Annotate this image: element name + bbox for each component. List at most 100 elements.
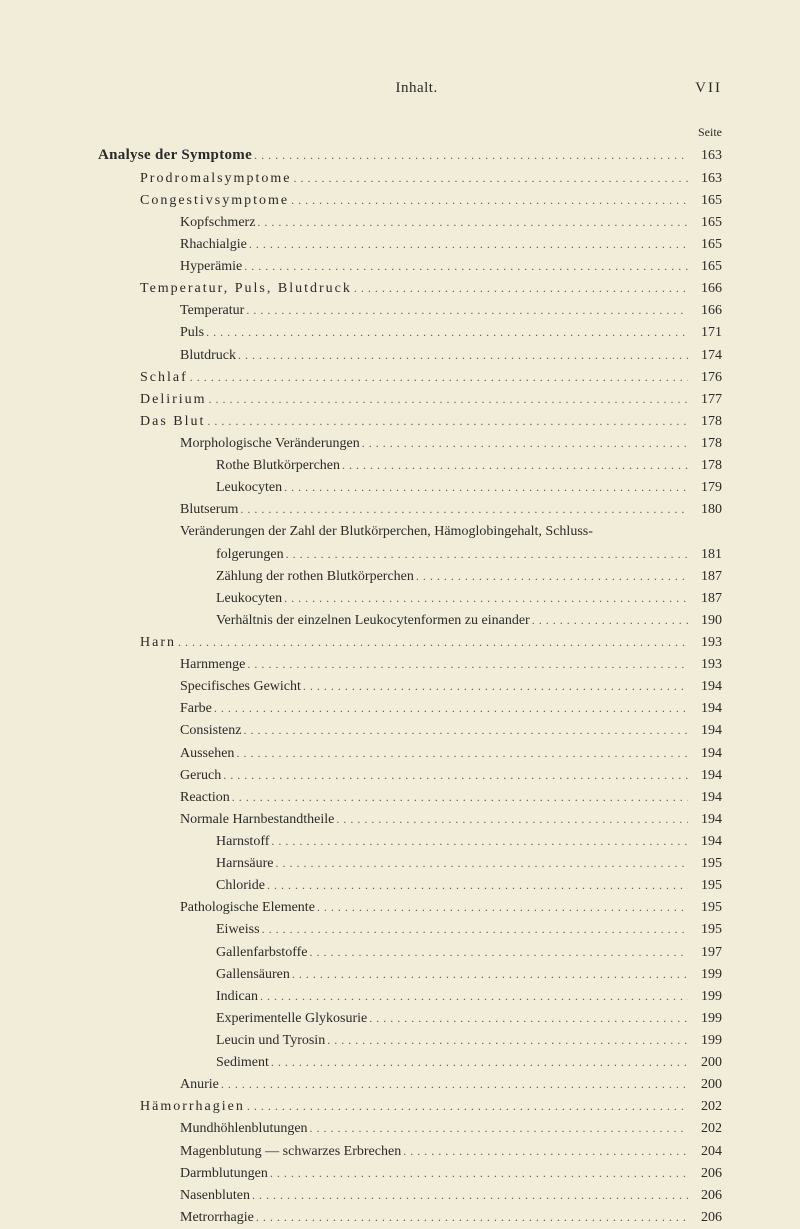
- toc-row: Experimentelle Glykosurie199: [98, 1008, 722, 1030]
- toc-row: Harnsäure195: [98, 853, 722, 875]
- table-of-contents: Analyse der Symptome163Prodromalsymptome…: [98, 144, 722, 1229]
- toc-entry-label: Temperatur, Puls, Blutdruck: [140, 278, 352, 300]
- toc-row: Darmblutungen206: [98, 1163, 722, 1185]
- toc-entry-label: Gallenfarbstoffe: [216, 942, 307, 964]
- toc-entry-label: Pathologische Elemente: [180, 897, 315, 919]
- toc-entry-page: 177: [688, 389, 722, 411]
- toc-entry-label: Delirium: [140, 389, 207, 411]
- toc-row: Pathologische Elemente195: [98, 897, 722, 919]
- toc-leader-dots: [245, 655, 688, 674]
- toc-leader-dots: [334, 810, 688, 829]
- toc-row: folgerungen 181: [98, 544, 722, 566]
- toc-leader-dots: [282, 589, 688, 608]
- toc-leader-dots: [236, 346, 688, 365]
- toc-entry-page: 206: [688, 1207, 722, 1229]
- toc-entry-label: Mundhöhlenblutungen: [180, 1118, 308, 1140]
- toc-row: Reaction 194: [98, 787, 722, 809]
- toc-row: Metrorrhagie206: [98, 1207, 722, 1229]
- toc-entry-label: Das Blut: [140, 411, 205, 433]
- toc-entry-label: Experimentelle Glykosurie: [216, 1008, 367, 1030]
- toc-row: Zählung der rothen Blutkörperchen187: [98, 566, 722, 588]
- toc-leader-dots: [268, 1164, 688, 1183]
- toc-entry-label: Blutserum: [180, 499, 238, 521]
- toc-entry-label: Reaction: [180, 787, 230, 809]
- toc-entry-page: 178: [688, 433, 722, 455]
- toc-leader-dots: [242, 257, 688, 276]
- toc-leader-dots: [307, 943, 688, 962]
- toc-entry-page: 166: [688, 278, 722, 300]
- toc-entry-label: Farbe: [180, 698, 212, 720]
- toc-entry-page: 199: [688, 964, 722, 986]
- toc-entry-page: 190: [688, 610, 722, 632]
- toc-row: Harn193: [98, 632, 722, 654]
- toc-entry-page: 194: [688, 720, 722, 742]
- toc-entry-page: 206: [688, 1185, 722, 1207]
- toc-entry-page: 193: [688, 654, 722, 676]
- page-number-roman: VII: [695, 80, 722, 97]
- toc-entry-label: Temperatur: [180, 300, 244, 322]
- toc-entry-page: 200: [688, 1074, 722, 1096]
- toc-entry-page: 174: [688, 345, 722, 367]
- toc-entry-page: 194: [688, 787, 722, 809]
- toc-row: Gallenfarbstoffe 197: [98, 942, 722, 964]
- toc-row: Consistenz194: [98, 720, 722, 742]
- toc-leader-dots: [230, 788, 688, 807]
- toc-entry-label: Geruch: [180, 765, 221, 787]
- toc-entry-page: 171: [688, 322, 722, 344]
- toc-entry-page: 199: [688, 986, 722, 1008]
- toc-row: Hyperämie165: [98, 256, 722, 278]
- toc-entry-label: Nasenbluten: [180, 1185, 250, 1207]
- toc-entry-label: Morphologische Veränderungen: [180, 433, 360, 455]
- toc-leader-dots: [325, 1031, 688, 1050]
- toc-entry-page: 202: [688, 1118, 722, 1140]
- toc-entry-label: Anurie: [180, 1074, 219, 1096]
- toc-entry-page: 180: [688, 499, 722, 521]
- toc-row: Harnstoff 194: [98, 831, 722, 853]
- toc-leader-dots: [244, 301, 688, 320]
- toc-leader-dots: [269, 1053, 688, 1072]
- toc-entry-page: 194: [688, 831, 722, 853]
- toc-entry-label: Veränderungen der Zahl der Blutkörperche…: [180, 521, 593, 543]
- toc-entry-label: Leukocyten: [216, 477, 282, 499]
- toc-leader-dots: [265, 876, 688, 895]
- toc-leader-dots: [212, 699, 688, 718]
- toc-leader-dots: [238, 500, 688, 519]
- toc-entry-page: 197: [688, 942, 722, 964]
- toc-row: Morphologische Veränderungen 178: [98, 433, 722, 455]
- toc-row: Gallensäuren199: [98, 964, 722, 986]
- toc-entry-label: Schlaf: [140, 367, 188, 389]
- toc-entry-label: Chloride: [216, 875, 265, 897]
- toc-row: Das Blut 178: [98, 411, 722, 433]
- toc-leader-dots: [289, 191, 688, 210]
- toc-entry-label: Harnstoff: [216, 831, 269, 853]
- toc-leader-dots: [252, 146, 688, 165]
- toc-entry-page: 199: [688, 1030, 722, 1052]
- toc-leader-dots: [401, 1142, 688, 1161]
- toc-entry-label: Analyse der Symptome: [98, 144, 252, 168]
- toc-entry-label: Harnsäure: [216, 853, 274, 875]
- toc-leader-dots: [352, 279, 688, 298]
- toc-entry-label: folgerungen: [216, 544, 284, 566]
- toc-entry-page: 194: [688, 809, 722, 831]
- toc-leader-dots: [205, 412, 688, 431]
- toc-leader-dots: [367, 1009, 688, 1028]
- toc-leader-dots: [255, 213, 688, 232]
- toc-entry-page: 181: [688, 544, 722, 566]
- toc-entry-page: 165: [688, 212, 722, 234]
- toc-entry-page: 193: [688, 632, 722, 654]
- toc-leader-dots: [245, 1097, 688, 1116]
- toc-leader-dots: [301, 677, 688, 696]
- toc-entry-label: Hämorrhagien: [140, 1096, 245, 1118]
- toc-row: Leukocyten179: [98, 477, 722, 499]
- toc-entry-label: Hyperämie: [180, 256, 242, 278]
- toc-entry-page: 194: [688, 765, 722, 787]
- toc-entry-page: 178: [688, 411, 722, 433]
- toc-row: Farbe194: [98, 698, 722, 720]
- toc-leader-dots: [414, 567, 688, 586]
- toc-entry-label: Harnmenge: [180, 654, 245, 676]
- toc-row: Schlaf176: [98, 367, 722, 389]
- toc-row: Veränderungen der Zahl der Blutkörperche…: [98, 521, 722, 543]
- toc-leader-dots: [247, 235, 688, 254]
- toc-entry-page: 165: [688, 234, 722, 256]
- toc-entry-page: 200: [688, 1052, 722, 1074]
